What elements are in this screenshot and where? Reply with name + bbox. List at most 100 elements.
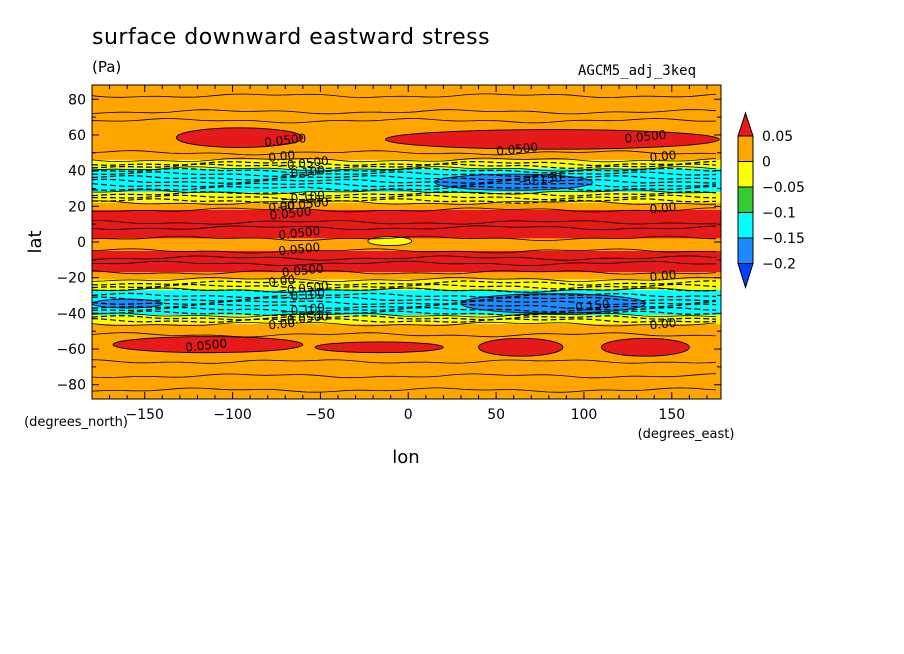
band-1 (92, 159, 721, 169)
positive-contour (92, 387, 717, 393)
contour-label: −0.0500 (276, 309, 329, 328)
contour-label: 0.00 (649, 148, 677, 165)
band-4 (92, 202, 721, 210)
colorbar-swatch (737, 135, 754, 162)
x-tick-label: 100 (571, 407, 598, 423)
contour-label: 0.00 (268, 273, 296, 290)
contour-lines (92, 93, 717, 393)
x-axis-label: lon (392, 447, 419, 468)
negative-contour (92, 315, 717, 321)
positive-contour (92, 118, 717, 124)
positive-contour (92, 255, 717, 261)
negative-contour (92, 292, 717, 299)
negative-contour (92, 296, 717, 302)
patch-7 (314, 341, 444, 354)
x-tick-label: −50 (306, 407, 336, 423)
contour-line (92, 235, 717, 242)
patch-9 (601, 337, 690, 357)
contour-label: −0.0500 (276, 195, 329, 214)
contour-label: 0.0500 (264, 131, 307, 149)
colorbar-swatch (737, 161, 754, 188)
contour-label: −0.100 (280, 188, 326, 207)
y-tick-label: −80 (56, 378, 86, 394)
contour-line (92, 276, 717, 283)
y-tick-label: −60 (56, 342, 86, 358)
colorbar-swatch (737, 237, 754, 264)
patch-0 (175, 127, 304, 148)
colorbar-label: 0.05 (762, 129, 793, 145)
contour-label: 0.0500 (278, 224, 321, 242)
negative-contour (92, 303, 717, 309)
positive-contour (92, 260, 717, 267)
colorbar: 0.05 0 −0.05 −0.1 −0.15 −0.2 (737, 111, 805, 290)
positive-contour (92, 225, 717, 231)
contour-label: −0.100 (280, 286, 326, 305)
contour-label: 0.00 (649, 316, 677, 333)
negative-contour (92, 283, 717, 290)
contour-label: 0.0500 (278, 240, 321, 258)
band-9 (92, 279, 721, 291)
y-tick-label: 0 (77, 235, 86, 251)
contour-label: 0.0500 (269, 204, 312, 222)
band-11 (92, 315, 721, 325)
x-tick-label: 50 (487, 407, 505, 423)
run-id: AGCM5_adj_3keq (578, 63, 697, 79)
negative-contour (92, 178, 717, 184)
contour-line (92, 157, 717, 163)
negative-contour (92, 306, 717, 313)
negative-contour (92, 191, 717, 197)
colorbar-label: −0.05 (762, 180, 805, 196)
y-axis-units: (degrees_north) (24, 415, 128, 430)
negative-contour (92, 287, 717, 294)
patch-4 (92, 298, 163, 309)
colorbar-label: 0 (762, 155, 771, 171)
y-tick-label: 40 (68, 164, 86, 180)
negative-contour (92, 310, 717, 317)
contour-label: 0.00 (268, 198, 296, 215)
colorbar-top-arrow (737, 111, 754, 137)
negative-contour (92, 174, 717, 181)
x-axis: −150 −100 −50 0 50 100 150 (91, 85, 708, 423)
y-axis: −80 −60 −40 −20 0 20 40 60 80 (56, 92, 721, 394)
positive-contour (92, 93, 717, 98)
contour-line (92, 166, 717, 172)
band-5 (92, 209, 721, 239)
contour-line (92, 270, 717, 275)
contour-label: −0.0500 (276, 154, 329, 173)
positive-contour (92, 109, 717, 115)
negative-contour (92, 194, 717, 201)
contour-label: 0.00 (649, 268, 677, 285)
contour-line (92, 312, 717, 318)
zonal-bands (92, 85, 721, 399)
negative-contour (92, 318, 717, 323)
x-tick-label: 0 (404, 407, 413, 423)
chart-units: (Pa) (92, 58, 122, 76)
positive-contour (92, 150, 717, 156)
y-tick-label: 20 (68, 199, 86, 215)
contour-label: 0.0500 (624, 128, 667, 146)
contour-label: −0.0500 (276, 279, 329, 298)
colorbar-label: −0.1 (762, 206, 796, 222)
colorbar-swatch (737, 186, 754, 213)
y-tick-label: 80 (68, 92, 86, 108)
band-6 (92, 238, 721, 251)
colorbar-label: −0.15 (762, 231, 805, 247)
patch-8 (478, 337, 564, 357)
negative-contour (92, 185, 717, 192)
positive-contour (92, 359, 717, 364)
colorbar-label: −0.2 (762, 257, 796, 273)
negative-contour (92, 182, 717, 188)
contour-label: −0.100 (280, 301, 326, 320)
contour-label: 0.0500 (185, 336, 228, 354)
chart-title: surface downward eastward stress (92, 25, 491, 50)
patch-1 (384, 129, 720, 150)
band-8 (92, 272, 721, 280)
patch-6 (112, 336, 304, 354)
y-tick-label: −40 (56, 306, 86, 322)
contour-line (92, 200, 717, 205)
band-3 (92, 192, 721, 203)
contour-label: 0.0500 (496, 140, 539, 158)
positive-contour (92, 373, 717, 379)
